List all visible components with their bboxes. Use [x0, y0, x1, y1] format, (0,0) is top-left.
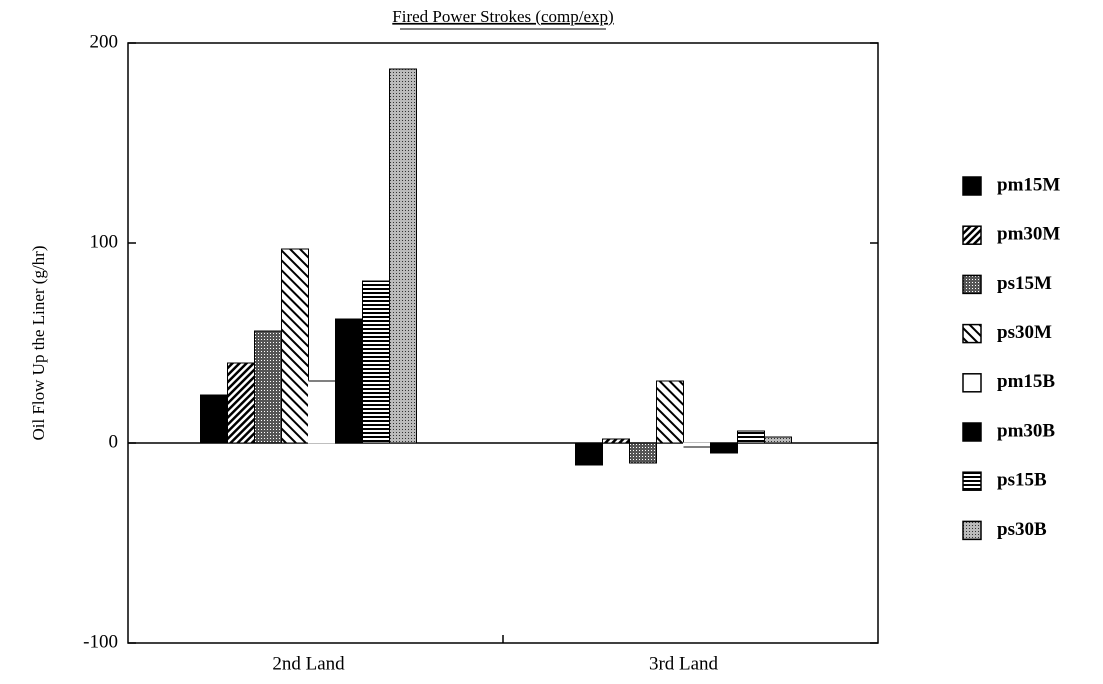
legend-label: ps30B [997, 519, 1047, 540]
bar [602, 438, 630, 444]
bar [308, 380, 336, 444]
x-tick-label: 3rd Land [649, 653, 719, 674]
bar [710, 442, 738, 454]
legend-swatch [962, 274, 982, 295]
bar [737, 430, 765, 444]
legend-swatch [962, 422, 982, 442]
bar [656, 380, 684, 444]
chart-title: Fired Power Strokes (comp/exp) [392, 7, 613, 26]
y-tick-label: 100 [90, 231, 119, 252]
legend-swatch [962, 471, 982, 491]
y-axis-label: Oil Flow Up the Liner (g/hr) [29, 246, 48, 441]
bar [629, 442, 657, 464]
y-tick-label: 0 [109, 431, 119, 452]
y-tick-label: -100 [83, 631, 118, 652]
legend-label: pm15B [997, 371, 1055, 392]
x-tick-label: 2nd Land [272, 653, 345, 674]
plot-frame [127, 42, 879, 644]
y-tick-label: 200 [90, 31, 119, 52]
bar [200, 394, 228, 444]
bar [575, 442, 603, 466]
legend-label: pm15M [997, 174, 1060, 195]
bar [335, 318, 363, 444]
legend-swatch [962, 176, 982, 196]
legend-label: ps30M [997, 322, 1052, 343]
legend-label: ps15M [997, 273, 1052, 294]
bar [683, 442, 711, 448]
legend-label: pm30B [997, 420, 1055, 441]
bar [254, 330, 282, 444]
bar [227, 362, 255, 444]
legend-swatch [962, 520, 982, 541]
bar [281, 248, 309, 444]
legend-swatch [962, 225, 982, 245]
legend-label: pm30M [997, 224, 1060, 245]
bar [389, 68, 417, 444]
bar [362, 280, 390, 444]
bar [764, 436, 792, 444]
legend-label: ps15B [997, 470, 1047, 491]
legend-swatch [962, 323, 982, 344]
legend-swatch [962, 373, 982, 393]
